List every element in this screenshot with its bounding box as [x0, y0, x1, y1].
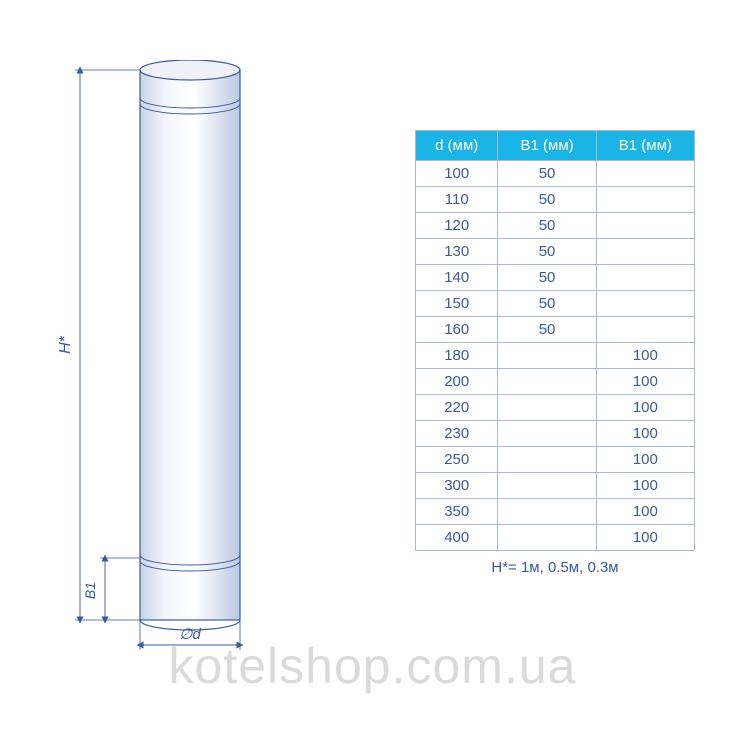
table-row: 15050 — [416, 291, 695, 317]
table-row: 230 100 — [416, 421, 695, 447]
svg-text:∅d: ∅d — [179, 626, 201, 643]
col-header-b1-b: B1 (мм) — [596, 131, 694, 161]
table-cell: 130 — [416, 239, 498, 265]
table-cell — [498, 343, 596, 369]
table-cell: 50 — [498, 291, 596, 317]
col-header-b1-a: B1 (мм) — [498, 131, 596, 161]
dimension-table: d (мм) B1 (мм) B1 (мм) 10050110501205013… — [415, 130, 695, 551]
table-cell: 100 — [596, 473, 694, 499]
table-header-row: d (мм) B1 (мм) B1 (мм) — [416, 131, 695, 161]
table-cell — [498, 421, 596, 447]
svg-text:B1: B1 — [82, 582, 98, 599]
table-cell: 50 — [498, 317, 596, 343]
table-cell: 140 — [416, 265, 498, 291]
technical-diagram: H* B1 ∅d — [25, 60, 305, 650]
table-cell: 100 — [596, 395, 694, 421]
table-cell: 160 — [416, 317, 498, 343]
table-cell: 100 — [596, 421, 694, 447]
table-body: 1005011050120501305014050150501605018010… — [416, 161, 695, 551]
table-footnote: H*= 1м, 0.5м, 0.3м — [415, 559, 695, 576]
table-cell: 150 — [416, 291, 498, 317]
table-cell: 220 — [416, 395, 498, 421]
table-cell: 100 — [416, 161, 498, 187]
table-cell: 110 — [416, 187, 498, 213]
table-row: 180 100 — [416, 343, 695, 369]
table-cell: 230 — [416, 421, 498, 447]
table-cell — [596, 265, 694, 291]
pipe-drawing: H* B1 ∅d — [25, 60, 305, 650]
table-row: 13050 — [416, 239, 695, 265]
table-cell: 100 — [596, 525, 694, 551]
table-cell — [596, 291, 694, 317]
table-row: 12050 — [416, 213, 695, 239]
table-cell: 300 — [416, 473, 498, 499]
table-cell — [498, 395, 596, 421]
table-cell — [596, 161, 694, 187]
table-row: 200 100 — [416, 369, 695, 395]
table-cell — [498, 447, 596, 473]
table-cell: 180 — [416, 343, 498, 369]
col-header-d: d (мм) — [416, 131, 498, 161]
table-row: 16050 — [416, 317, 695, 343]
table-cell: 250 — [416, 447, 498, 473]
table-cell: 400 — [416, 525, 498, 551]
table-row: 300 100 — [416, 473, 695, 499]
svg-text:H*: H* — [57, 335, 74, 354]
table-row: 220 100 — [416, 395, 695, 421]
table-cell: 200 — [416, 369, 498, 395]
dimension-table-area: d (мм) B1 (мм) B1 (мм) 10050110501205013… — [415, 130, 695, 576]
table-cell: 100 — [596, 499, 694, 525]
table-cell: 350 — [416, 499, 498, 525]
table-cell: 100 — [596, 369, 694, 395]
table-row: 11050 — [416, 187, 695, 213]
table-cell: 50 — [498, 213, 596, 239]
table-cell — [498, 473, 596, 499]
table-cell: 50 — [498, 187, 596, 213]
table-cell — [596, 213, 694, 239]
table-row: 14050 — [416, 265, 695, 291]
table-cell — [596, 317, 694, 343]
table-cell — [498, 525, 596, 551]
table-row: 400 100 — [416, 525, 695, 551]
table-cell — [498, 369, 596, 395]
table-cell: 50 — [498, 265, 596, 291]
table-cell — [596, 187, 694, 213]
table-cell: 50 — [498, 161, 596, 187]
table-row: 10050 — [416, 161, 695, 187]
table-cell: 120 — [416, 213, 498, 239]
table-row: 250 100 — [416, 447, 695, 473]
table-cell: 50 — [498, 239, 596, 265]
table-cell — [498, 499, 596, 525]
table-cell: 100 — [596, 343, 694, 369]
table-cell — [596, 239, 694, 265]
table-row: 350 100 — [416, 499, 695, 525]
table-cell: 100 — [596, 447, 694, 473]
